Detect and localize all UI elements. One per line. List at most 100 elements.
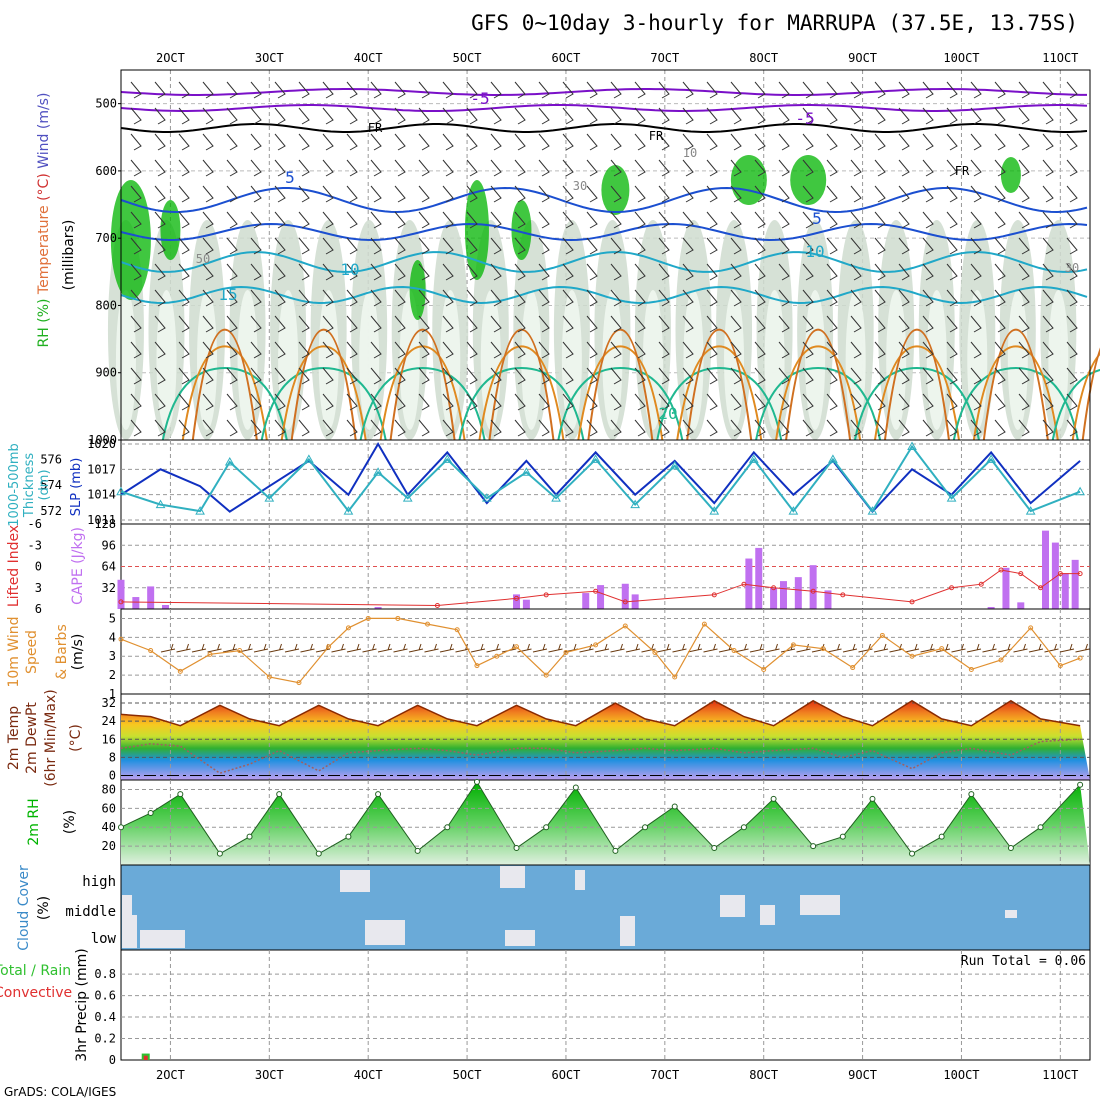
wind-barb xyxy=(706,315,718,333)
wind-barb xyxy=(922,107,934,125)
wind-barb xyxy=(730,133,742,151)
wind-barb xyxy=(658,315,670,333)
wind-barb xyxy=(191,643,207,653)
wind-barb xyxy=(298,133,310,151)
wind-barb xyxy=(514,367,526,385)
wind-barb xyxy=(778,263,790,281)
wind-barb xyxy=(730,159,742,177)
wind-barb xyxy=(754,107,766,125)
wind-barb xyxy=(951,643,966,653)
cloud-levels: high middle low xyxy=(65,874,116,947)
rh-point xyxy=(1037,824,1044,831)
precip-y-label: Total / Rain Convective 3hr Precip (mm) xyxy=(0,948,90,1061)
y-axis-title-part: Lifted Index xyxy=(6,525,22,607)
wind-barb xyxy=(442,367,454,385)
wind-barb xyxy=(994,419,1006,437)
wind-barb xyxy=(418,367,430,385)
temp2m-fill xyxy=(121,700,1090,780)
y-axis-title-part: SLP (mb) xyxy=(69,458,84,517)
wind-barb xyxy=(130,133,142,151)
wind-barb xyxy=(610,185,622,203)
cape-bar xyxy=(161,605,169,609)
wind-barb xyxy=(346,289,358,307)
wind-speed-point xyxy=(790,642,796,648)
wind-barb xyxy=(970,211,982,229)
wind-speed-point xyxy=(494,653,500,659)
top-date-label: 3OCT xyxy=(255,51,284,65)
contour-bulge xyxy=(883,328,950,441)
cape-bar xyxy=(147,586,155,609)
wind-barb xyxy=(850,341,862,359)
contour-label: 20 xyxy=(658,404,677,423)
wind-barb xyxy=(778,159,790,177)
wind-barb xyxy=(346,133,358,151)
wind-barb xyxy=(370,211,382,229)
wind-barb xyxy=(1013,643,1028,653)
wind-barb xyxy=(634,107,646,125)
dewpoint-line xyxy=(120,738,1081,775)
cloud-gap xyxy=(122,895,132,925)
wind-barb xyxy=(658,263,670,281)
wind-barb xyxy=(226,419,238,437)
wind-barb xyxy=(850,133,862,151)
wind-barb xyxy=(442,237,454,255)
wind-barb xyxy=(154,81,166,99)
cape-bar xyxy=(1061,573,1069,609)
y-axis-title-part: 3hr Precip (mm) xyxy=(74,948,90,1061)
wind-barb xyxy=(730,289,742,307)
precip-tick-label: 0.8 xyxy=(94,967,116,981)
contour-label: 10 xyxy=(805,242,824,261)
rh-shade-dark xyxy=(730,155,767,205)
wind-barb xyxy=(250,315,262,333)
wind-speed-point xyxy=(296,680,302,686)
wind-barb xyxy=(634,419,646,437)
y-tick-label: 900 xyxy=(95,366,117,380)
wind-barb xyxy=(1066,211,1078,229)
wind-barb xyxy=(826,393,838,411)
wind-barb xyxy=(874,237,886,255)
wind-barb xyxy=(298,341,310,359)
wind-barb xyxy=(202,419,214,437)
wind-barb xyxy=(130,393,142,411)
wind-barb xyxy=(370,185,382,203)
wind-speed-point xyxy=(425,621,431,627)
li-tick-label: 3 xyxy=(35,581,42,595)
wind10-y-label: 10m Wind Speed (m/s) & Barbs xyxy=(6,616,86,687)
wind-barb xyxy=(734,643,749,653)
wind-barb xyxy=(658,211,670,229)
bottom-date-label: 4OCT xyxy=(354,1068,383,1082)
wind-barb xyxy=(154,419,166,437)
contour-bulge xyxy=(775,345,862,441)
wind-barb xyxy=(298,211,310,229)
rh-tick-label: 60 xyxy=(102,801,116,815)
wind-barb xyxy=(946,133,958,151)
wind-barb xyxy=(970,393,982,411)
wind-barb xyxy=(394,315,406,333)
thickness-marker xyxy=(788,506,799,515)
wind-barb xyxy=(634,289,646,307)
cape-bar xyxy=(1017,602,1025,609)
wind-barb xyxy=(778,211,790,229)
wind-barb xyxy=(873,643,889,653)
wind-barb xyxy=(250,107,262,125)
top-date-label: 8OCT xyxy=(749,51,778,65)
wind-barb xyxy=(634,211,646,229)
wind-barb xyxy=(754,211,766,229)
y-axis-title: CAPE (J/kg) xyxy=(70,527,86,605)
wind-speed-point xyxy=(652,649,658,655)
contour-bulge xyxy=(656,366,783,441)
contour-bulge xyxy=(478,345,565,441)
precip-tick-label: 0.6 xyxy=(94,989,116,1003)
wind-barb xyxy=(562,81,574,99)
wind-barb xyxy=(703,643,718,653)
wind-barb xyxy=(514,81,526,99)
wind-barb xyxy=(682,367,694,385)
wind-barb xyxy=(826,419,838,437)
wind-barb xyxy=(634,341,646,359)
cape-bar xyxy=(374,607,382,609)
lifted-index-line xyxy=(118,567,1083,608)
wind-barb xyxy=(226,263,238,281)
top-date-axis: 2OCT 3OCT 4OCT 5OCT 6OCT 7OCT 8OCT 9OCT 10OCT 11O… xyxy=(156,51,1078,65)
rh-shade-core xyxy=(561,290,582,430)
precip-convective-bar xyxy=(143,1055,148,1060)
